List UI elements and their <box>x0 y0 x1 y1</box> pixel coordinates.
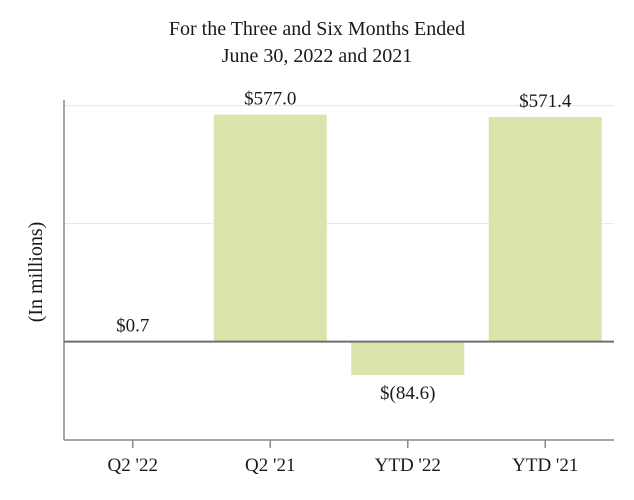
bar-2 <box>351 341 465 375</box>
chart-title-line-2: June 30, 2022 and 2021 <box>222 45 413 67</box>
data-label-3: $571.4 <box>519 91 572 112</box>
axes <box>63 100 614 441</box>
chart-title-line-1: For the Three and Six Months Ended <box>169 18 465 40</box>
x-tick-label-3: YTD '21 <box>512 455 578 476</box>
data-label-2: $(84.6) <box>380 383 435 404</box>
y-axis-label: (In millions) <box>25 222 47 323</box>
x-tick-label-0: Q2 '22 <box>108 455 158 476</box>
x-tick-label-1: Q2 '21 <box>245 455 295 476</box>
data-label-1: $577.0 <box>244 89 296 110</box>
bar-3 <box>488 116 602 342</box>
x-ticks: Q2 '22 Q2 '21 YTD '22 YTD '21 <box>108 440 578 476</box>
x-tick-label-2: YTD '22 <box>375 455 441 476</box>
bars <box>76 114 602 375</box>
data-label-0: $0.7 <box>116 315 149 336</box>
bar-1 <box>213 114 327 342</box>
data-labels: $0.7 $577.0 $(84.6) $571.4 <box>116 89 572 404</box>
